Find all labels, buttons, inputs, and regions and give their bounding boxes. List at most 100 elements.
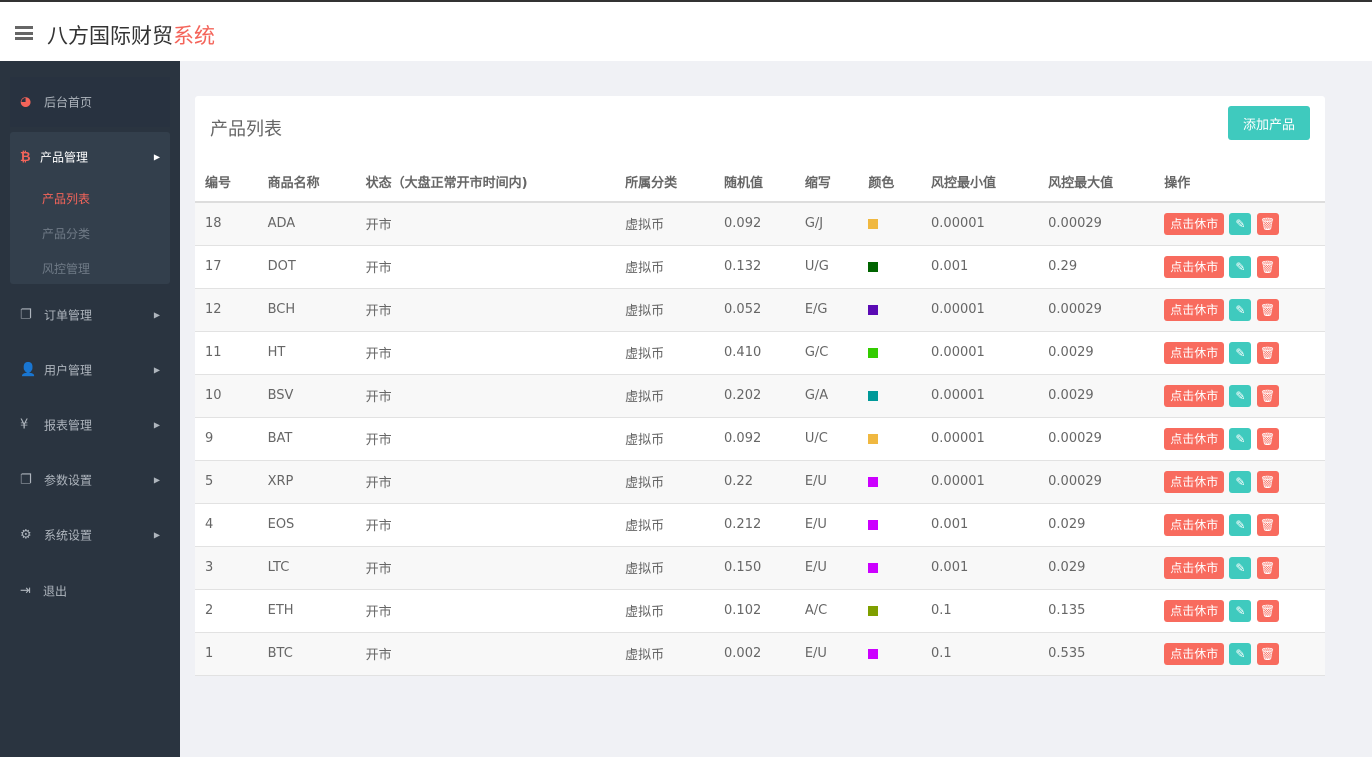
sidebar-item-0[interactable]: ❐ 订单管理 ▶ (20, 307, 160, 323)
trash-icon[interactable]: 🗑 (1256, 556, 1279, 579)
edit-icon[interactable]: ✎ (1229, 341, 1252, 364)
sidebar-item-2[interactable]: ¥ 报表管理 ▶ (20, 417, 160, 433)
cell-name: BAT (257, 417, 356, 461)
trash-icon[interactable]: 🗑 (1256, 599, 1279, 622)
column-header: 状态（大盘正常开市时间内) (355, 161, 616, 203)
cell-color (858, 460, 922, 504)
cell-abbr: G/C (794, 331, 859, 375)
cell-status: 开市 (355, 503, 616, 547)
dashboard-icon: ◕ (20, 94, 32, 110)
trash-icon[interactable]: 🗑 (1256, 513, 1279, 536)
add-product-button[interactable]: 添加产品 (1228, 106, 1310, 140)
trash-icon[interactable]: 🗑 (1256, 384, 1279, 407)
column-header: 所属分类 (615, 161, 715, 203)
cell-id: 11 (195, 331, 258, 375)
suspend-market-button[interactable]: 点击休市 (1164, 556, 1225, 579)
cell-name: BCH (257, 288, 356, 332)
color-swatch (868, 562, 879, 573)
edit-icon[interactable]: ✎ (1229, 427, 1252, 450)
sidebar-subitem-risk[interactable]: 风控管理 (42, 262, 91, 276)
chevron-right-icon: ▶ (153, 152, 160, 162)
cell-rand: 0.202 (714, 374, 795, 418)
chevron-right-icon: ▶ (153, 365, 160, 375)
table-row: 9 BAT 开市 虚拟币 0.092 U/C 0.00001 0.00029 点击休市 ✎ 🗑 (195, 417, 1325, 461)
sidebar-item-3[interactable]: ❐ 参数设置 ▶ (20, 472, 160, 488)
sidebar-subitem-product-list[interactable]: 产品列表 (42, 192, 91, 206)
suspend-market-button[interactable]: 点击休市 (1164, 298, 1225, 321)
edit-icon[interactable]: ✎ (1229, 255, 1252, 278)
suspend-market-button[interactable]: 点击休市 (1164, 599, 1225, 622)
cell-status: 开市 (355, 374, 616, 418)
trash-icon[interactable]: 🗑 (1256, 298, 1279, 321)
suspend-market-button[interactable]: 点击休市 (1164, 341, 1225, 364)
table-row: 3 LTC 开市 虚拟币 0.150 E/U 0.001 0.029 点击休市 ✎ 🗑 (195, 546, 1325, 590)
cell-status: 开市 (355, 288, 616, 332)
trash-icon[interactable]: 🗑 (1256, 255, 1279, 278)
table-row: 12 BCH 开市 虚拟币 0.052 E/G 0.00001 0.00029 点击休市 ✎ 🗑 (195, 288, 1325, 332)
sidebar: ◕ 后台首页 ₿ 产品管理 ▶ 产品列表 产品分类 风控管理 ❐ 订单管理 ▶ 👤 用户… (0, 61, 180, 757)
color-swatch (868, 304, 879, 315)
cell-name: XRP (257, 460, 356, 504)
sidebar-item-logout[interactable]: ⇥ 退出 (20, 583, 68, 599)
top-bar: 八方国际财贸系统 (0, 0, 1372, 61)
suspend-market-button[interactable]: 点击休市 (1164, 642, 1225, 665)
chevron-right-icon: ▶ (153, 420, 160, 430)
cell-cat: 虚拟币 (615, 331, 715, 375)
edit-icon[interactable]: ✎ (1229, 513, 1252, 536)
cell-id: 4 (195, 503, 258, 547)
cell-actions: 点击休市 ✎ 🗑 (1154, 288, 1325, 332)
yen-icon: ¥ (20, 417, 29, 433)
cell-cat: 虚拟币 (615, 589, 715, 633)
trash-icon[interactable]: 🗑 (1256, 642, 1279, 665)
cell-abbr: U/C (794, 417, 859, 461)
color-swatch (868, 433, 879, 444)
cell-status: 开市 (355, 632, 616, 676)
cell-max: 0.00029 (1038, 202, 1155, 246)
sidebar-subitem-product-category[interactable]: 产品分类 (42, 227, 91, 241)
edit-icon[interactable]: ✎ (1229, 212, 1252, 235)
suspend-market-button[interactable]: 点击休市 (1164, 384, 1225, 407)
cell-rand: 0.102 (714, 589, 795, 633)
sidebar-item-product[interactable]: ₿ 产品管理 ▶ (20, 150, 160, 165)
trash-icon[interactable]: 🗑 (1256, 212, 1279, 235)
chevron-right-icon: ▶ (153, 530, 160, 540)
trash-icon[interactable]: 🗑 (1256, 470, 1279, 493)
cell-cat: 虚拟币 (615, 288, 715, 332)
column-header: 颜色 (858, 161, 922, 203)
sidebar-item-4[interactable]: ⚙ 系统设置 ▶ (20, 527, 160, 543)
edit-icon[interactable]: ✎ (1229, 298, 1252, 321)
cell-name: DOT (257, 245, 356, 289)
sidebar-item-1[interactable]: 👤 用户管理 ▶ (20, 362, 160, 378)
cell-max: 0.135 (1038, 589, 1155, 633)
column-header: 风控最小值 (921, 161, 1039, 203)
cell-min: 0.001 (921, 245, 1039, 289)
edit-icon[interactable]: ✎ (1229, 642, 1252, 665)
cell-min: 0.00001 (921, 331, 1039, 375)
table-row: 18 ADA 开市 虚拟币 0.092 G/J 0.00001 0.00029 点击休市 ✎ 🗑 (195, 202, 1325, 246)
cell-status: 开市 (355, 589, 616, 633)
suspend-market-button[interactable]: 点击休市 (1164, 255, 1225, 278)
color-swatch (868, 261, 879, 272)
suspend-market-button[interactable]: 点击休市 (1164, 470, 1225, 493)
menu-toggle-icon[interactable] (15, 26, 33, 40)
suspend-market-button[interactable]: 点击休市 (1164, 513, 1225, 536)
cell-rand: 0.092 (714, 417, 795, 461)
edit-icon[interactable]: ✎ (1229, 556, 1252, 579)
edit-icon[interactable]: ✎ (1229, 599, 1252, 622)
cell-status: 开市 (355, 331, 616, 375)
cell-rand: 0.052 (714, 288, 795, 332)
edit-icon[interactable]: ✎ (1229, 470, 1252, 493)
sidebar-item-home[interactable]: ◕ 后台首页 (10, 77, 170, 127)
cell-actions: 点击休市 ✎ 🗑 (1154, 632, 1325, 676)
suspend-market-button[interactable]: 点击休市 (1164, 212, 1225, 235)
edit-icon[interactable]: ✎ (1229, 384, 1252, 407)
cell-color (858, 202, 922, 246)
trash-icon[interactable]: 🗑 (1256, 341, 1279, 364)
cell-max: 0.29 (1038, 245, 1155, 289)
cell-rand: 0.410 (714, 331, 795, 375)
cell-color (858, 589, 922, 633)
suspend-market-button[interactable]: 点击休市 (1164, 427, 1225, 450)
trash-icon[interactable]: 🗑 (1256, 427, 1279, 450)
sidebar-group-product: ₿ 产品管理 ▶ 产品列表 产品分类 风控管理 (10, 132, 170, 284)
cell-cat: 虚拟币 (615, 546, 715, 590)
